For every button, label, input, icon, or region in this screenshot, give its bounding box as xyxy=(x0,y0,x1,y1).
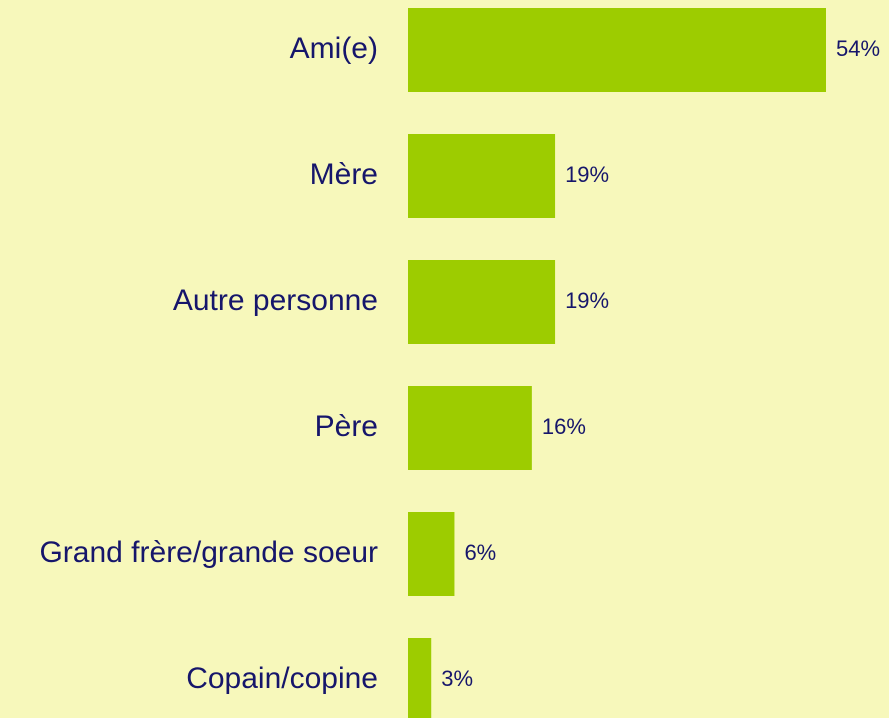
category-label: Copain/copine xyxy=(186,662,378,695)
value-label: 19% xyxy=(565,288,609,313)
category-label: Autre personne xyxy=(173,284,378,317)
category-label: Grand frère/grande soeur xyxy=(39,536,378,569)
value-label: 6% xyxy=(464,540,496,565)
bar xyxy=(408,260,556,344)
bar xyxy=(408,134,556,218)
value-label: 19% xyxy=(565,162,609,187)
bar xyxy=(408,638,432,718)
value-label: 16% xyxy=(542,414,586,439)
bar xyxy=(408,512,455,596)
value-label: 54% xyxy=(836,36,880,61)
category-label: Mère xyxy=(310,158,378,191)
category-label: Père xyxy=(315,410,378,443)
bar xyxy=(408,386,532,470)
value-label: 3% xyxy=(441,666,473,691)
bar xyxy=(408,8,826,92)
category-label: Ami(e) xyxy=(290,32,378,65)
